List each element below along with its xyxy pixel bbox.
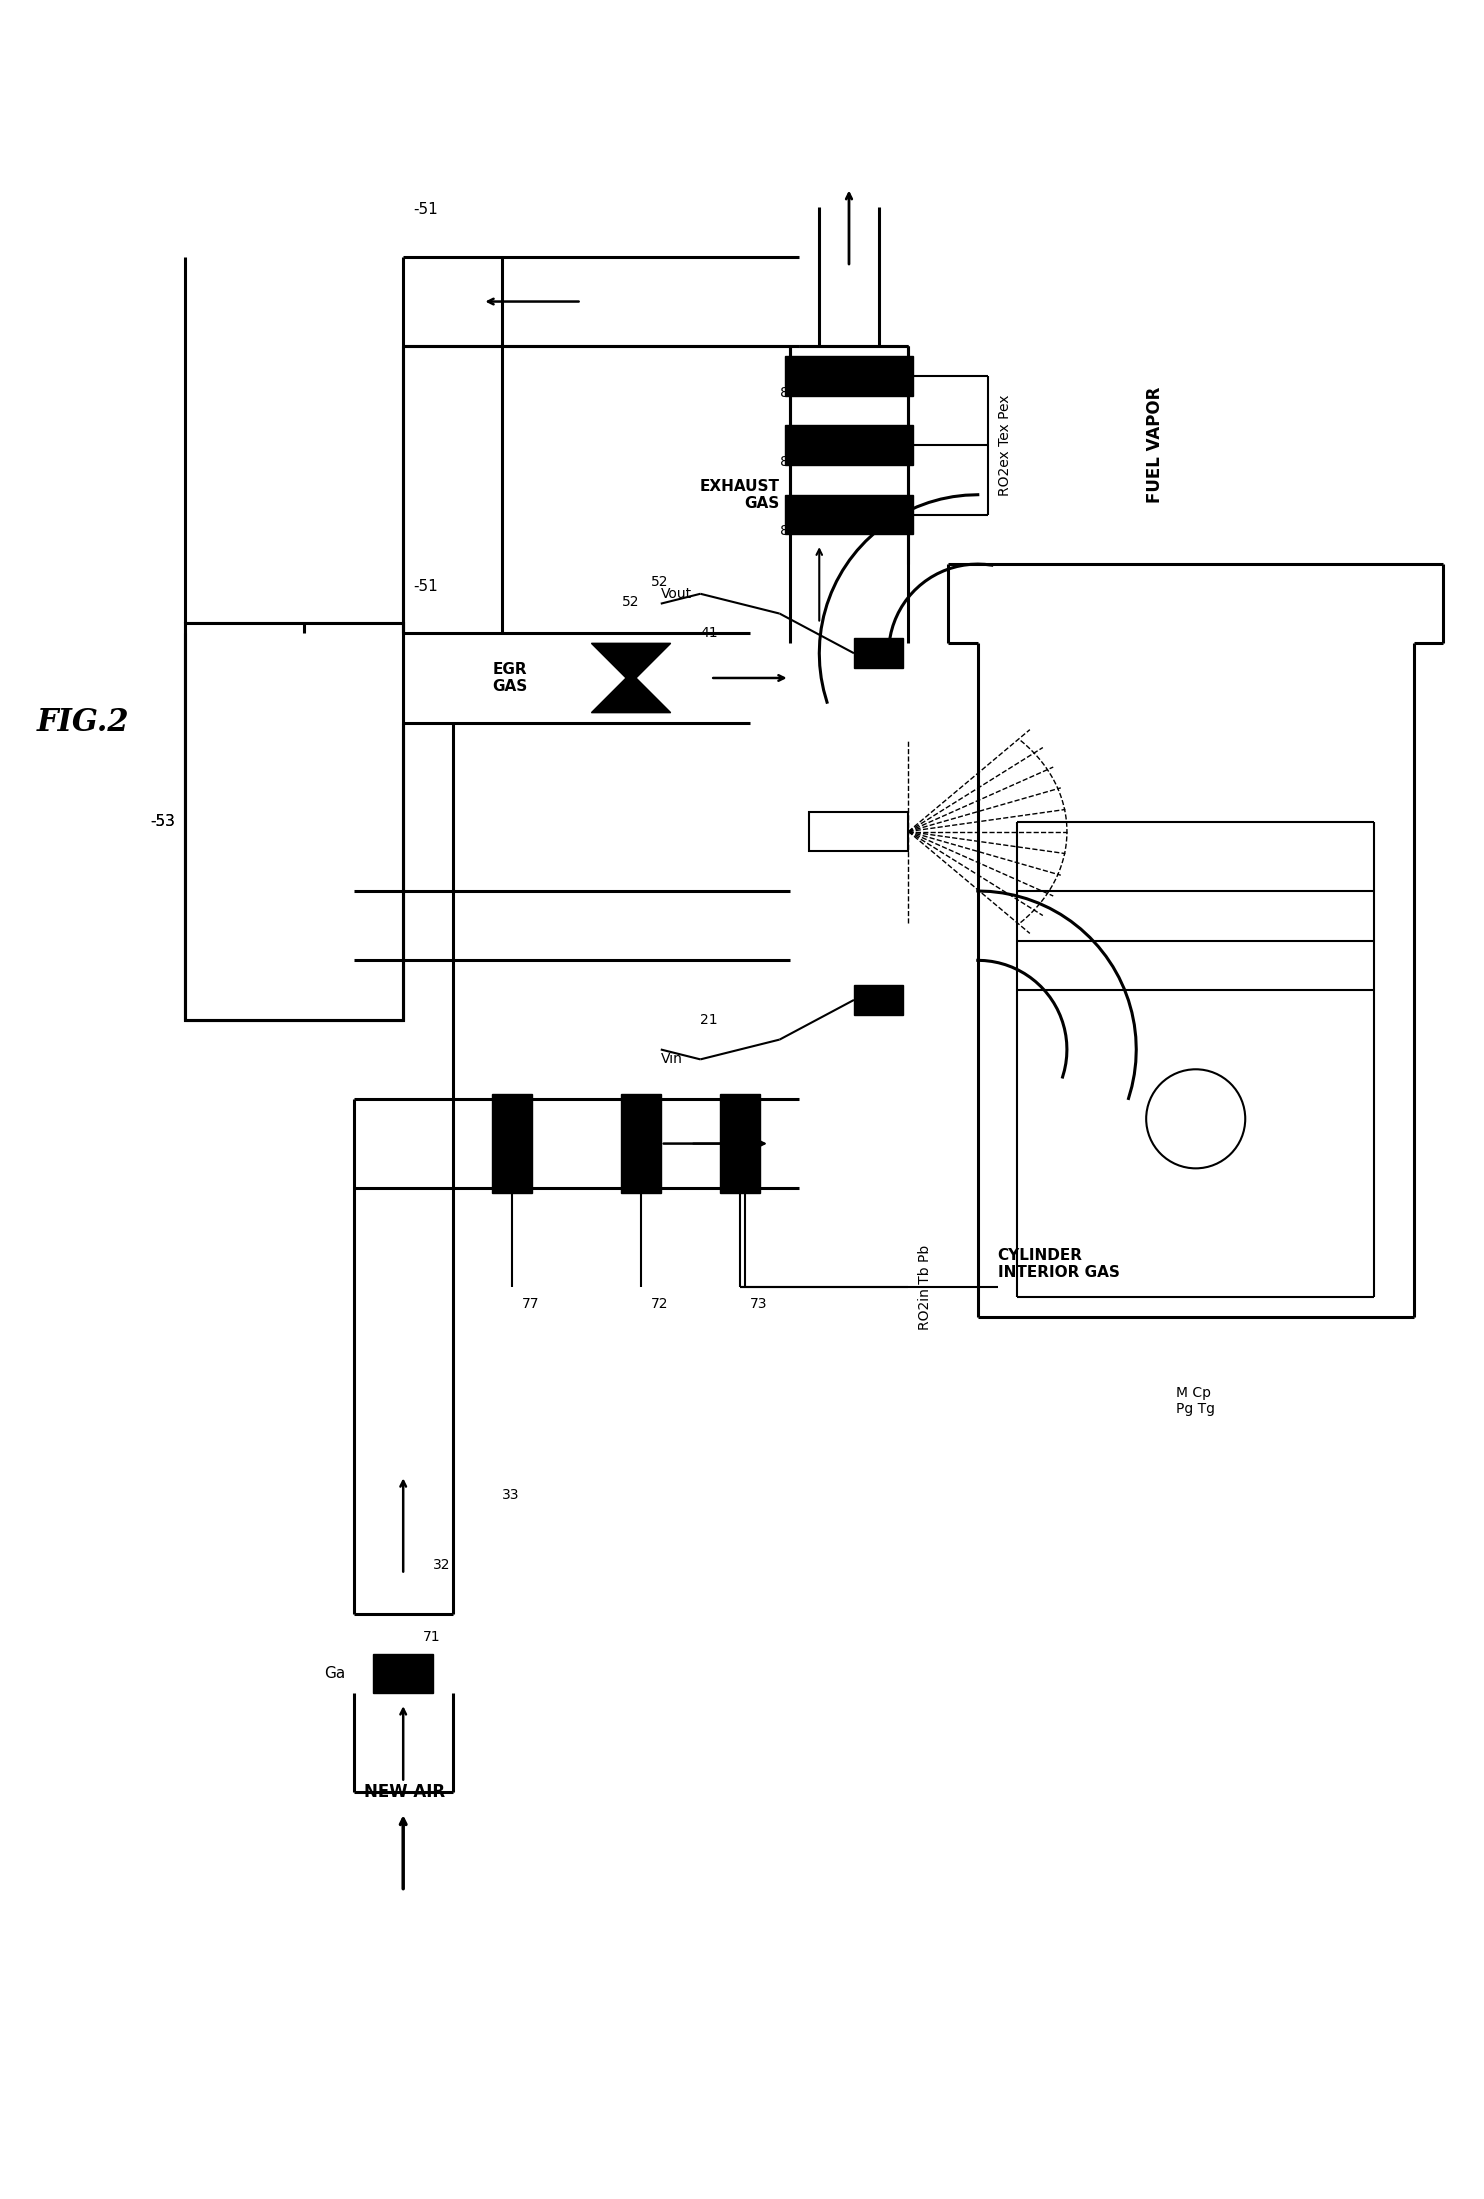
Text: RO2ex Tex Pex: RO2ex Tex Pex bbox=[997, 394, 1012, 497]
Text: -51: -51 bbox=[413, 578, 438, 594]
Text: Ga: Ga bbox=[324, 1667, 346, 1680]
Text: RO2in Tb Pb: RO2in Tb Pb bbox=[919, 1245, 932, 1330]
Text: 52: 52 bbox=[651, 574, 668, 589]
Text: CYLINDER
INTERIOR GAS: CYLINDER INTERIOR GAS bbox=[997, 1247, 1119, 1280]
Text: Vout: Vout bbox=[660, 587, 692, 600]
Text: 32: 32 bbox=[433, 1557, 451, 1572]
Text: 77: 77 bbox=[522, 1297, 540, 1311]
Text: 82: 82 bbox=[779, 455, 797, 468]
Bar bbox=[493, 1095, 531, 1194]
Text: 52: 52 bbox=[622, 594, 640, 609]
Bar bbox=[853, 638, 904, 668]
Text: FUEL VAPOR: FUEL VAPOR bbox=[1146, 387, 1163, 504]
Text: 71: 71 bbox=[423, 1629, 441, 1645]
Text: -53: -53 bbox=[150, 814, 175, 829]
Bar bbox=[186, 625, 404, 1020]
Text: EXHAUST
GAS: EXHAUST GAS bbox=[699, 479, 779, 510]
Text: -51: -51 bbox=[413, 202, 438, 218]
Bar bbox=[853, 985, 904, 1014]
Text: 41: 41 bbox=[700, 627, 718, 640]
Bar bbox=[785, 495, 913, 534]
Text: NEW AIR: NEW AIR bbox=[364, 1783, 445, 1801]
Text: -53: -53 bbox=[150, 814, 175, 829]
Polygon shape bbox=[592, 673, 671, 712]
Text: EGR
GAS: EGR GAS bbox=[493, 662, 528, 695]
Polygon shape bbox=[592, 644, 671, 684]
Text: 31: 31 bbox=[720, 1121, 738, 1135]
Text: 81: 81 bbox=[779, 523, 797, 539]
Text: 73: 73 bbox=[749, 1297, 767, 1311]
Bar bbox=[720, 1095, 760, 1194]
Text: FIG.2: FIG.2 bbox=[37, 708, 129, 739]
Text: 72: 72 bbox=[651, 1297, 668, 1311]
Text: 33: 33 bbox=[502, 1489, 519, 1502]
Bar bbox=[809, 811, 908, 851]
Bar bbox=[186, 625, 404, 1020]
Bar bbox=[785, 424, 913, 464]
Bar bbox=[374, 1654, 433, 1693]
Text: 83: 83 bbox=[779, 385, 797, 400]
Text: 21: 21 bbox=[700, 1014, 718, 1027]
Text: M Cp
Pg Tg: M Cp Pg Tg bbox=[1175, 1385, 1215, 1416]
Text: Vin: Vin bbox=[660, 1053, 683, 1067]
Bar bbox=[622, 1095, 660, 1194]
Bar bbox=[785, 356, 913, 396]
